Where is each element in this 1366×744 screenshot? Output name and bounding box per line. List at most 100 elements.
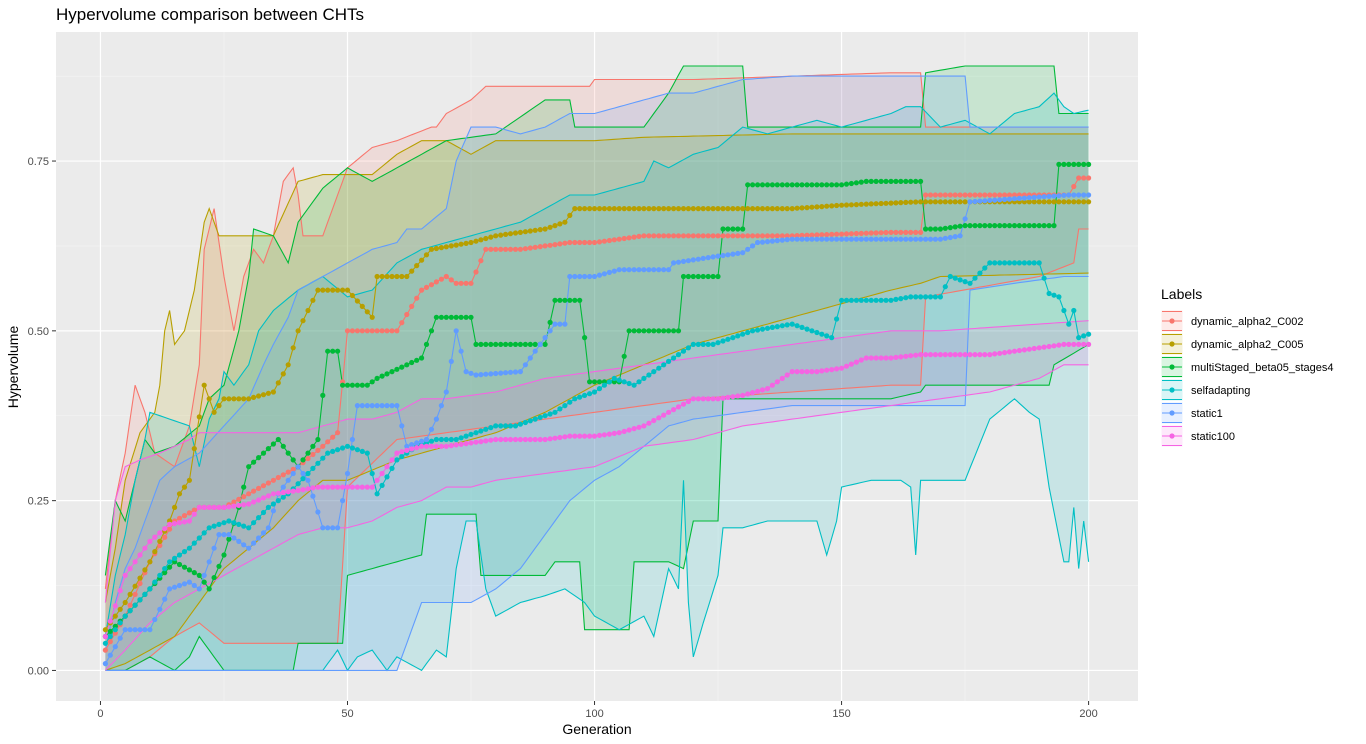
data-point <box>562 219 568 225</box>
data-point <box>275 474 281 481</box>
data-point <box>443 314 449 320</box>
data-point <box>241 484 247 490</box>
data-point <box>522 341 529 347</box>
data-point <box>349 484 355 490</box>
data-point <box>725 226 731 232</box>
data-point <box>181 484 188 490</box>
data-point <box>626 235 632 241</box>
data-point <box>473 341 479 347</box>
data-point <box>251 540 257 546</box>
data-point <box>799 232 805 238</box>
data-point <box>285 450 291 456</box>
data-point <box>913 236 919 242</box>
legend-label: selfadapting <box>1191 385 1250 397</box>
data-point <box>745 182 751 188</box>
legend-title: Labels <box>1161 286 1202 302</box>
data-point <box>315 436 321 443</box>
data-point <box>967 223 973 229</box>
data-point <box>1071 341 1077 347</box>
data-point <box>740 331 746 337</box>
data-point <box>216 532 222 538</box>
data-point <box>1002 260 1008 266</box>
data-point <box>349 292 355 299</box>
data-point <box>384 464 390 470</box>
data-point <box>587 273 593 280</box>
legend-key-point <box>1169 364 1175 370</box>
ribbon-static1 <box>105 76 1089 671</box>
data-point <box>354 447 360 453</box>
data-point <box>685 398 692 405</box>
data-point <box>863 355 869 361</box>
data-point <box>725 233 731 239</box>
data-point <box>745 233 751 239</box>
data-point <box>562 240 568 246</box>
data-point <box>918 178 924 184</box>
data-point <box>241 502 247 508</box>
data-point <box>848 361 855 367</box>
data-point <box>260 450 267 456</box>
data-point <box>992 192 998 198</box>
data-point <box>621 428 627 434</box>
data-point <box>1016 347 1023 354</box>
data-point <box>853 297 860 303</box>
data-point <box>522 229 529 235</box>
data-point <box>493 233 499 239</box>
data-point <box>567 399 573 405</box>
data-point <box>834 366 840 372</box>
data-point <box>1016 195 1023 201</box>
data-point <box>517 246 524 252</box>
data-point <box>340 484 346 490</box>
data-point <box>725 394 731 400</box>
data-point <box>769 324 776 330</box>
data-point <box>335 287 341 293</box>
data-point <box>305 307 311 314</box>
data-point <box>582 206 588 212</box>
data-point <box>705 396 711 402</box>
data-point <box>735 226 741 232</box>
data-point <box>893 236 899 242</box>
data-point <box>804 369 810 375</box>
data-point <box>527 245 533 251</box>
data-point <box>814 236 820 242</box>
data-point <box>453 314 459 320</box>
data-point <box>547 436 553 442</box>
data-point <box>186 518 192 524</box>
data-point <box>379 470 385 477</box>
data-point <box>1066 161 1072 167</box>
data-point <box>399 453 405 460</box>
data-point <box>231 503 237 509</box>
data-point <box>260 509 267 516</box>
data-point <box>883 229 889 236</box>
data-point <box>937 192 944 198</box>
data-point <box>236 396 242 402</box>
data-point <box>710 273 716 280</box>
data-point <box>947 199 953 205</box>
data-point <box>957 192 963 198</box>
data-point <box>265 446 271 452</box>
data-point <box>913 294 919 300</box>
data-point <box>745 391 751 397</box>
data-point <box>453 242 459 248</box>
data-point <box>270 477 276 483</box>
data-point <box>285 362 291 368</box>
data-point <box>621 379 627 385</box>
data-point <box>290 466 296 472</box>
data-point <box>246 525 252 531</box>
data-point <box>335 447 341 453</box>
data-point <box>1026 195 1032 201</box>
data-point <box>1006 223 1013 229</box>
data-point <box>394 366 400 372</box>
data-point <box>814 204 820 210</box>
data-point <box>759 206 766 212</box>
data-point <box>562 403 568 409</box>
data-point <box>680 206 687 212</box>
data-point <box>947 234 953 241</box>
data-point <box>690 273 696 280</box>
data-point <box>468 314 474 320</box>
data-point <box>626 267 632 273</box>
data-point <box>537 244 543 250</box>
data-point <box>438 403 444 409</box>
data-point <box>611 375 617 381</box>
data-point <box>374 491 380 497</box>
data-point <box>191 507 197 513</box>
